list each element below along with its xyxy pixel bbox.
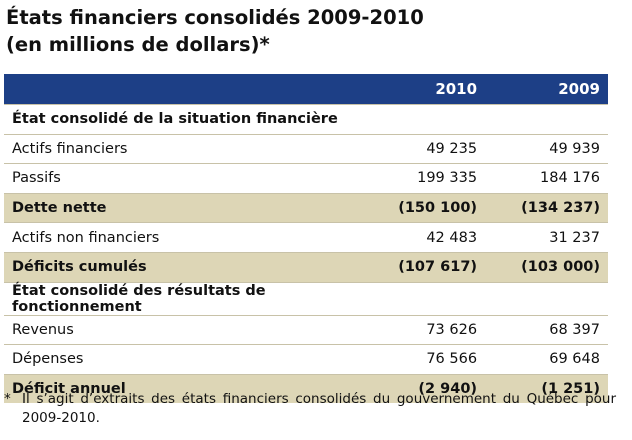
row-label: Dette nette <box>4 192 368 223</box>
table-total-row: Dette nette (150 100) (134 237) <box>4 192 608 223</box>
row-label: État consolidé de la situation financièr… <box>4 104 368 135</box>
value-2009: 31 237 <box>487 222 608 253</box>
value-2010: 76 566 <box>367 344 488 375</box>
row-label: Déficits cumulés <box>4 251 368 283</box>
row-label: Dépenses <box>4 344 368 375</box>
table-total-row: Déficit annuel (2 940) (1 251) <box>4 373 608 404</box>
value-2009: 68 397 <box>487 314 608 345</box>
row-label: Passifs <box>4 163 368 194</box>
value-2010: (107 617) <box>367 251 488 283</box>
value-2009: 49 939 <box>487 133 608 164</box>
row-label: Actifs financiers <box>4 133 368 164</box>
financial-table: 2010 2009 État consolidé de la situation… <box>4 74 608 404</box>
header-year-2010: 2010 <box>367 74 488 105</box>
value-2009: 184 176 <box>487 163 608 194</box>
table-section-row: État consolidé de la situation financièr… <box>4 104 608 135</box>
value-2009 <box>487 281 608 316</box>
value-2010 <box>367 104 488 135</box>
row-label: Actifs non financiers <box>4 222 368 253</box>
value-2010: (150 100) <box>367 192 488 223</box>
value-2010: 42 483 <box>367 222 488 253</box>
title-line-1: États financiers consolidés 2009-2010 <box>6 6 424 29</box>
value-2009: (103 000) <box>487 251 608 283</box>
value-2010: 73 626 <box>367 314 488 345</box>
table-row: Actifs non financiers 42 483 31 237 <box>4 222 608 253</box>
value-2009: (1 251) <box>487 373 608 404</box>
table-header-row: 2010 2009 <box>4 74 608 105</box>
table-row: Actifs financiers 49 235 49 939 <box>4 133 608 164</box>
row-label: État consolidé des résultats de fonction… <box>4 281 368 316</box>
value-2009: (134 237) <box>487 192 608 223</box>
document-title: États financiers consolidés 2009-2010 (e… <box>6 4 424 58</box>
value-2009: 69 648 <box>487 344 608 375</box>
footnote-text: Il s’agit d’extraits des états financier… <box>22 391 616 426</box>
value-2010: 49 235 <box>367 133 488 164</box>
table-row: Passifs 199 335 184 176 <box>4 163 608 194</box>
title-line-2: (en millions de dollars)* <box>6 33 270 56</box>
value-2010: (2 940) <box>367 373 488 404</box>
value-2010 <box>367 281 488 316</box>
footnote-marker: * <box>4 391 11 407</box>
footnote: * Il s’agit d’extraits des états financi… <box>4 390 616 428</box>
table-row: Revenus 73 626 68 397 <box>4 314 608 345</box>
value-2009 <box>487 104 608 135</box>
row-label: Déficit annuel <box>4 373 368 404</box>
header-year-2009: 2009 <box>487 74 608 105</box>
row-label: Revenus <box>4 314 368 345</box>
table-section-row: État consolidé des résultats de fonction… <box>4 281 608 316</box>
header-label-cell <box>4 74 368 105</box>
table-body: État consolidé de la situation financièr… <box>4 104 608 404</box>
value-2010: 199 335 <box>367 163 488 194</box>
table-total-row: Déficits cumulés (107 617) (103 000) <box>4 251 608 283</box>
table-row: Dépenses 76 566 69 648 <box>4 344 608 375</box>
